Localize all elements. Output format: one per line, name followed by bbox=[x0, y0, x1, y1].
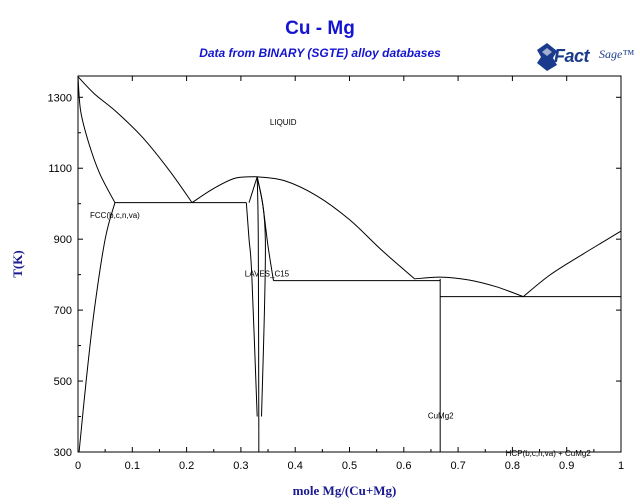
region-label: HCP(b,c,n,va) + CuMg2 bbox=[506, 449, 592, 458]
phase-boundary-laves-left-outer bbox=[245, 202, 258, 417]
x-tick-label: 0.5 bbox=[342, 460, 357, 472]
y-tick-label: 900 bbox=[54, 234, 72, 246]
chart-title: Cu - Mg bbox=[285, 18, 355, 39]
x-tick-label: 0.4 bbox=[288, 460, 303, 472]
phase-boundary-laves-left-inner bbox=[248, 176, 258, 203]
phase-boundary-liquidus-cumg2 bbox=[414, 276, 524, 298]
x-axis-label: mole Mg/(Cu+Mg) bbox=[293, 483, 397, 498]
logo-brand-main: Fact bbox=[554, 46, 590, 66]
y-tick-label: 500 bbox=[54, 376, 72, 388]
plot-frame bbox=[77, 75, 622, 453]
factsage-logo: Fact Sage™ bbox=[536, 40, 636, 74]
factsage-logo-icon bbox=[537, 43, 557, 71]
logo-brand-sub: Sage™ bbox=[599, 47, 635, 61]
x-tick-label: 0.8 bbox=[505, 460, 520, 472]
phase-boundary-liquidus-cu-side bbox=[77, 76, 193, 203]
y-tick-label: 1300 bbox=[48, 92, 72, 104]
x-tick-label: 0.6 bbox=[396, 460, 411, 472]
x-tick-label: 0.1 bbox=[125, 460, 140, 472]
phase-boundary-liquidus-laves-right bbox=[257, 176, 415, 280]
phase-boundary-laves-right-outer bbox=[256, 176, 274, 281]
phase-boundaries bbox=[77, 76, 622, 453]
x-tick-label: 0.7 bbox=[450, 460, 465, 472]
region-label: CuMg2 bbox=[428, 411, 454, 420]
x-tick-label: 0 bbox=[75, 460, 81, 472]
phase-boundary-solidus-fcc bbox=[77, 76, 116, 203]
phase-boundary-liquidus-mg-side bbox=[522, 230, 622, 298]
region-label: LIQUID bbox=[270, 118, 297, 127]
phase-boundary-solvus-fcc bbox=[78, 202, 116, 453]
x-tick-label: 0.9 bbox=[559, 460, 574, 472]
region-label: FCC(b,c,n,va) bbox=[90, 211, 140, 220]
y-tick-label: 700 bbox=[54, 305, 72, 317]
x-tick-label: 0.3 bbox=[233, 460, 248, 472]
phase-boundary-liquidus-laves-left bbox=[191, 176, 258, 204]
chart-subtitle: Data from BINARY (SGTE) alloy databases bbox=[199, 46, 441, 60]
x-tick-label: 1 bbox=[618, 460, 624, 472]
y-axis-label: T(K) bbox=[10, 250, 25, 277]
x-tick-label: 0.2 bbox=[179, 460, 194, 472]
phase-boundary-laves-center-upper bbox=[256, 176, 260, 431]
region-label: LAVES_C15 bbox=[245, 270, 290, 279]
y-tick-label: 1100 bbox=[48, 163, 72, 175]
y-tick-label: 300 bbox=[54, 447, 72, 459]
